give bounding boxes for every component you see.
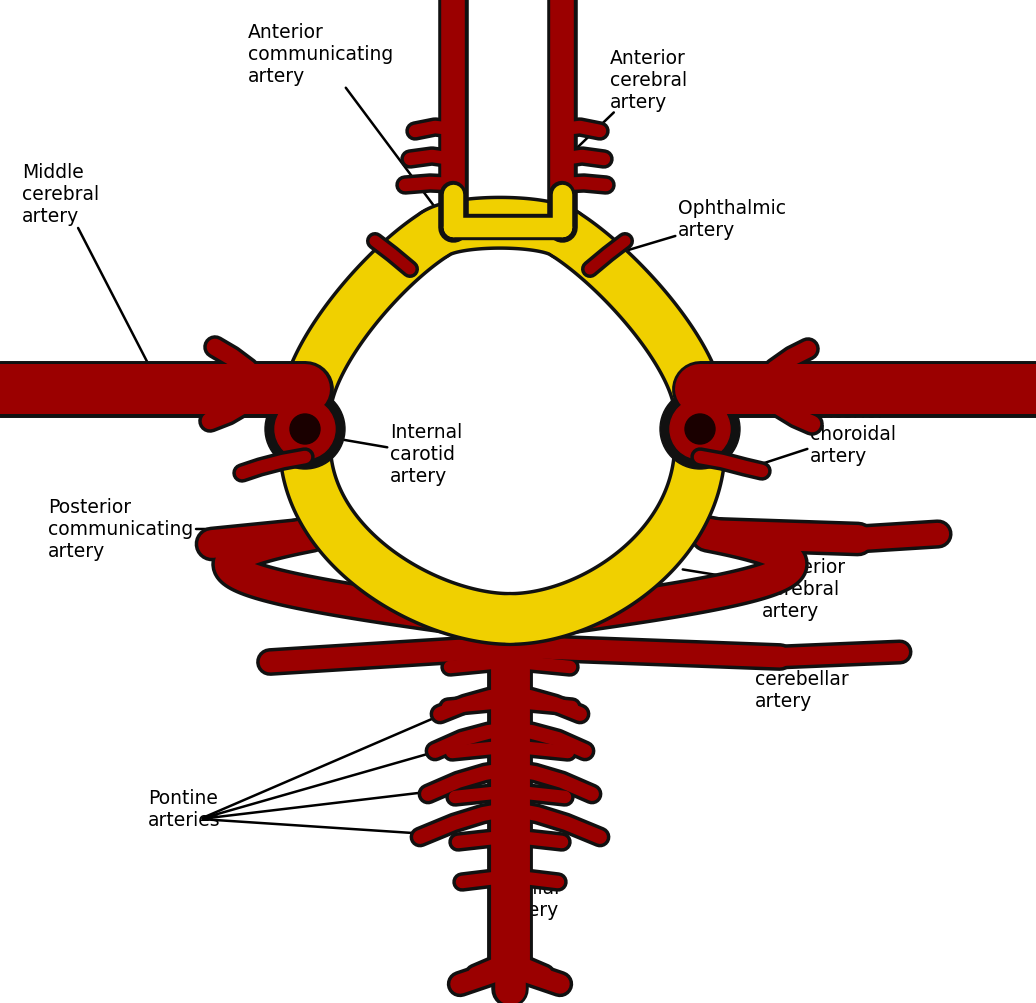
Circle shape [290,414,320,444]
Text: Middle
cerebral
artery: Middle cerebral artery [22,163,153,375]
Text: Posterior
communicating
artery: Posterior communicating artery [48,498,278,561]
Circle shape [660,389,740,469]
Text: Anterior
cerebral
artery: Anterior cerebral artery [557,48,687,168]
Circle shape [275,399,335,459]
Circle shape [670,399,730,459]
Text: Superior
cerebellar
artery: Superior cerebellar artery [723,648,848,711]
Text: Ophthalmic
artery: Ophthalmic artery [617,200,786,254]
Circle shape [265,389,345,469]
Text: Basilar
artery: Basilar artery [498,878,562,919]
Text: Posterior
cerebral
artery: Posterior cerebral artery [683,558,845,621]
Text: Pontine
arteries: Pontine arteries [148,788,221,829]
Text: Internal
carotid
artery: Internal carotid artery [313,423,462,486]
Circle shape [685,414,715,444]
Text: Anterior
choroidal
artery: Anterior choroidal artery [754,403,896,466]
Text: Anterior
communicating
artery: Anterior communicating artery [248,23,438,213]
